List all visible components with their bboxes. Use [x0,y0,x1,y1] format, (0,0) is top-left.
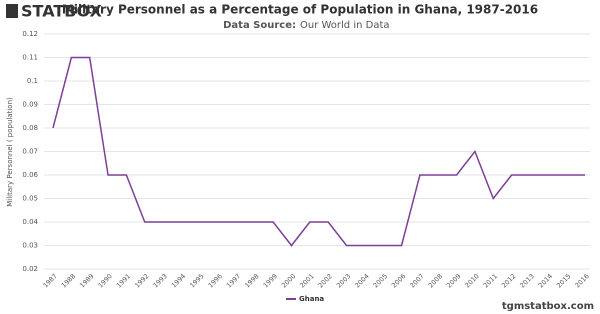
x-tick-label: 2012 [500,272,517,289]
y-tick-label: 0.09 [22,101,38,109]
x-tick-label: 2014 [537,272,554,289]
x-tick-label: 1999 [262,272,279,289]
x-tick-label: 2001 [298,272,315,289]
x-tick-label: 2011 [482,272,499,289]
x-tick-label: 1996 [207,272,224,289]
x-tick-label: 1991 [115,272,132,289]
x-tick-label: 1993 [152,272,169,289]
x-tick-label: 2002 [317,272,334,289]
footer: tgmstatbox.com [502,301,594,312]
y-tick-label: 0.05 [22,195,38,203]
x-tick-label: 1992 [133,272,150,289]
y-tick-label: 0.11 [22,54,38,62]
x-tick-label: 2000 [280,272,297,289]
legend-label: Ghana [299,295,324,303]
logo: STATBOX [21,2,102,21]
y-tick-label: 0.03 [22,242,38,250]
x-tick-label: 1988 [60,272,77,289]
x-tick-label: 2003 [335,272,352,289]
x-tick-label: 1994 [170,272,187,289]
x-tick-label: 2004 [353,272,370,289]
x-tick-label: 1997 [225,272,242,289]
y-axis-label: Military Personnel ( population) [6,97,14,207]
y-tick-label: 0.06 [22,171,38,179]
x-tick-label: 2005 [372,272,389,289]
logo-icon [6,4,18,18]
x-tick-label: 1987 [41,272,58,289]
x-tick-label: 2016 [573,272,590,289]
x-tick-label: 1995 [188,272,205,289]
y-tick-label: 0.1 [27,77,38,85]
x-tick-label: 2015 [555,272,572,289]
y-tick-label: 0.12 [22,30,38,38]
y-tick-label: 0.04 [22,218,38,226]
x-tick-label: 2008 [427,272,444,289]
chart-title: Military Personnel as a Percentage of Po… [62,3,538,17]
x-tick-label: 2009 [445,272,462,289]
x-tick-label: 1989 [78,272,95,289]
x-tick-label: 1998 [243,272,260,289]
subtitle: Our World in Data [300,20,390,31]
x-tick-label: 2013 [518,272,535,289]
subtitle-label: Data Source: [223,20,296,31]
y-tick-label: 0.07 [22,148,38,156]
x-tick-label: 2007 [408,272,425,289]
x-tick-label: 2010 [463,272,480,289]
data-line [52,56,585,247]
y-tick-label: 0.02 [22,265,38,273]
x-tick-label: 1990 [97,272,114,289]
y-tick-label: 0.08 [22,124,38,132]
x-tick-label: 2006 [390,272,407,289]
